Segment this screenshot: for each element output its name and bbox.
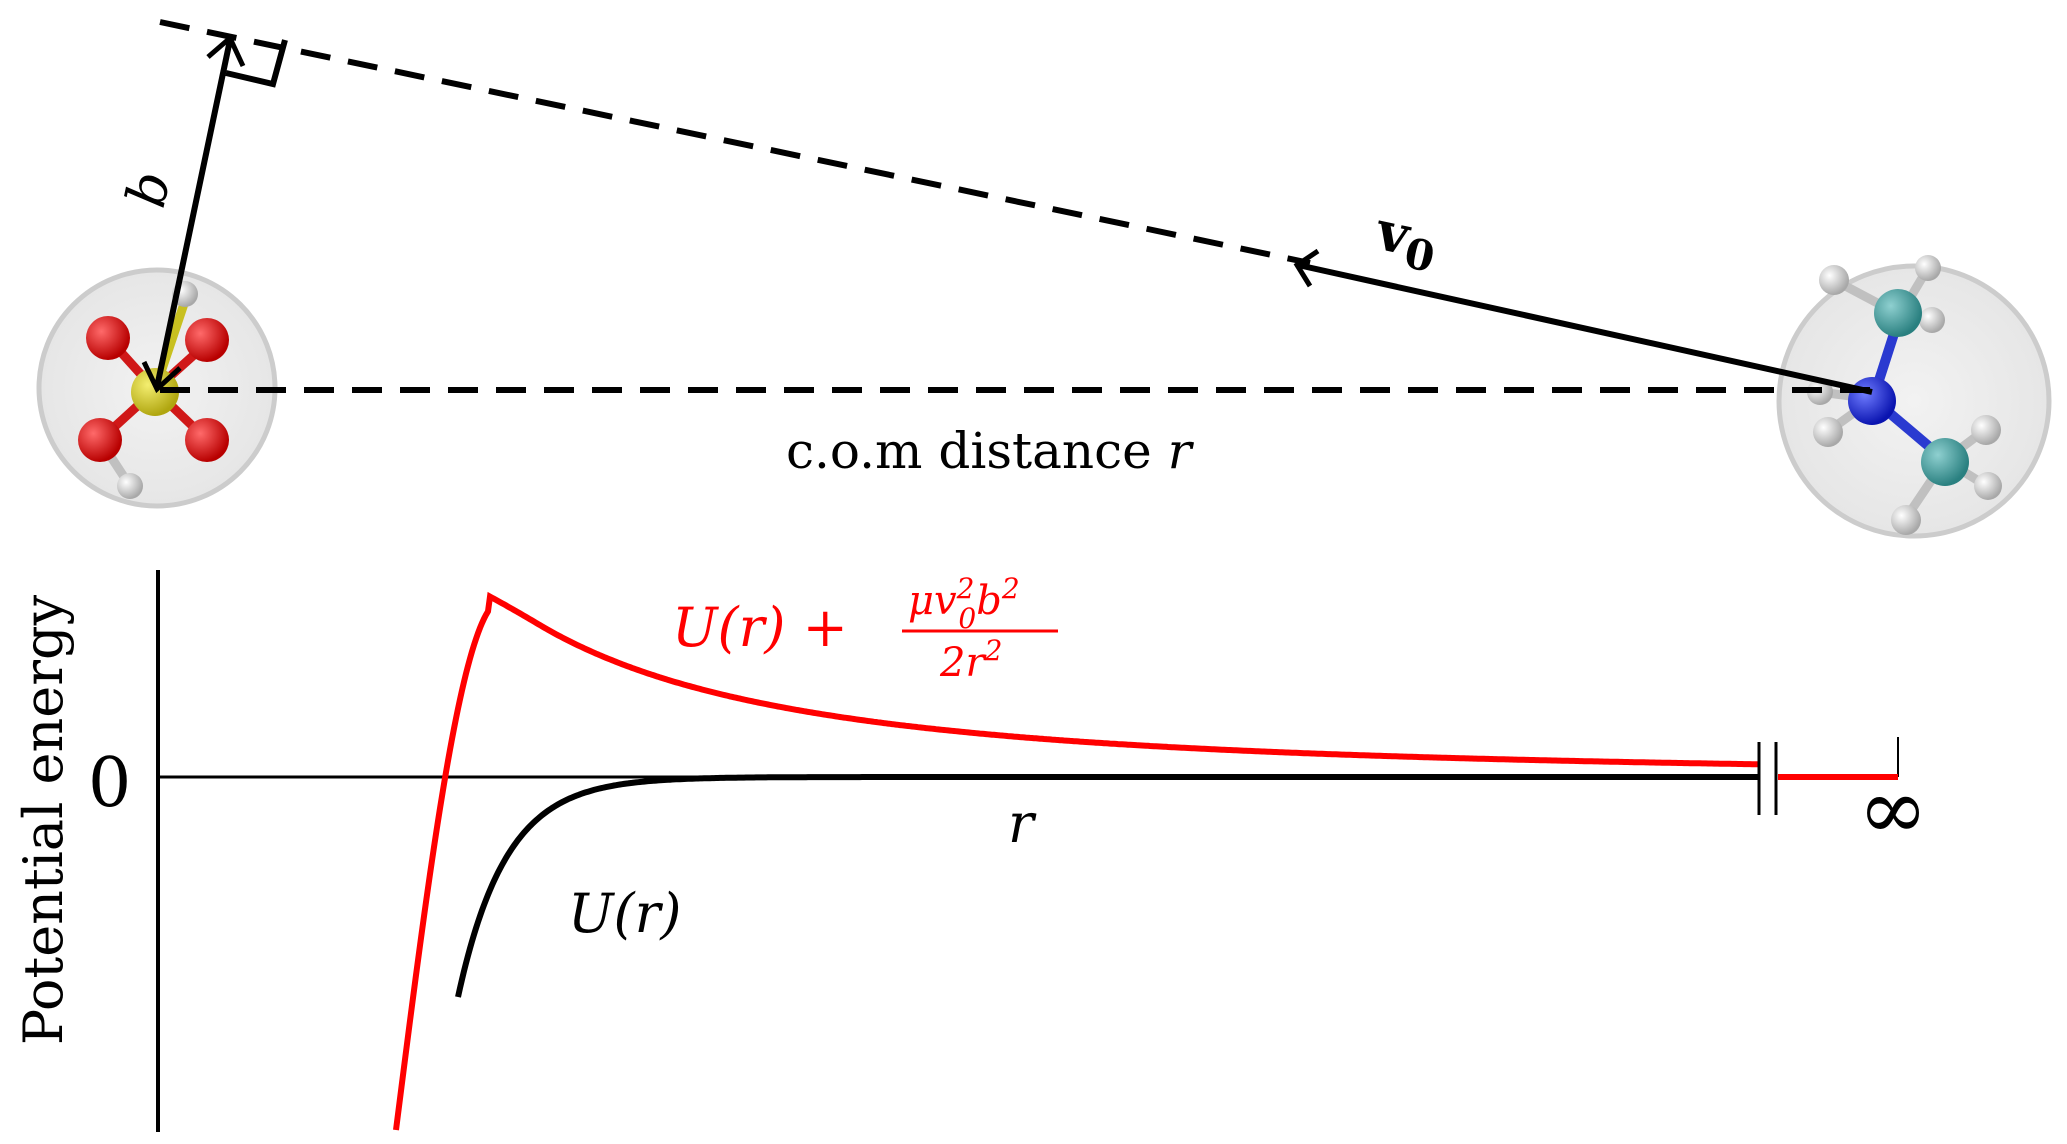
- atom-carbon: [1921, 438, 1969, 486]
- atom-oxygen: [78, 418, 122, 462]
- atom-hydrogen: [1971, 415, 2001, 445]
- atom-hydrogen: [1974, 472, 2002, 500]
- right-angle-marker: [225, 39, 288, 88]
- axis-break-gap: [1758, 742, 1778, 817]
- series-line-effective-potential: [393, 591, 1898, 1131]
- red-annotation-prefix: U(r) +: [672, 596, 865, 659]
- velocity-arrow: [1297, 262, 1873, 395]
- velocity-label: v0: [1368, 198, 1443, 282]
- potential-energy-chart: Potential energy 0 r ∞ U(r) U(r) + μv2 0b…: [12, 570, 1928, 1132]
- y-tick-label-zero: 0: [88, 744, 131, 823]
- impact-parameter-arrow: [154, 39, 233, 388]
- red-annotation-denominator: 2r2: [939, 634, 1002, 686]
- atom-hydrogen: [1813, 417, 1843, 447]
- atom-oxygen: [185, 418, 229, 462]
- atom-hydrogen: [117, 473, 143, 499]
- collision-geometry: b v0 c.o.m distance r: [36, 19, 2052, 539]
- atom-hydrogen: [1919, 307, 1945, 333]
- y-axis-label: Potential energy: [12, 594, 75, 1045]
- molecule-right: [1776, 255, 2052, 539]
- arrowhead-icon: [206, 33, 246, 68]
- molecule-right-sphere: [1776, 263, 2052, 539]
- com-distance-label: c.o.m distance r: [786, 422, 1195, 480]
- x-axis-label: r: [1008, 792, 1037, 855]
- trajectory-dashed-line: [159, 19, 1311, 266]
- atom-carbon: [1874, 289, 1922, 337]
- red-curve-annotation: U(r) + μv2 0b2 2r2: [672, 572, 1058, 686]
- atom-oxygen: [86, 316, 130, 360]
- atom-hydrogen: [1819, 265, 1849, 295]
- atom-nitrogen: [1848, 377, 1896, 425]
- black-curve-annotation: U(r): [568, 882, 681, 945]
- arrowhead-icon: [141, 360, 182, 394]
- atom-hydrogen: [1891, 505, 1921, 535]
- impact-parameter-label: b: [114, 166, 183, 213]
- arrowhead-icon: [1293, 248, 1320, 288]
- atom-oxygen: [185, 318, 229, 362]
- atom-hydrogen: [1915, 255, 1941, 281]
- red-annotation-numerator: μv2 0b2: [908, 572, 1020, 635]
- series-line-potential: [455, 774, 1758, 998]
